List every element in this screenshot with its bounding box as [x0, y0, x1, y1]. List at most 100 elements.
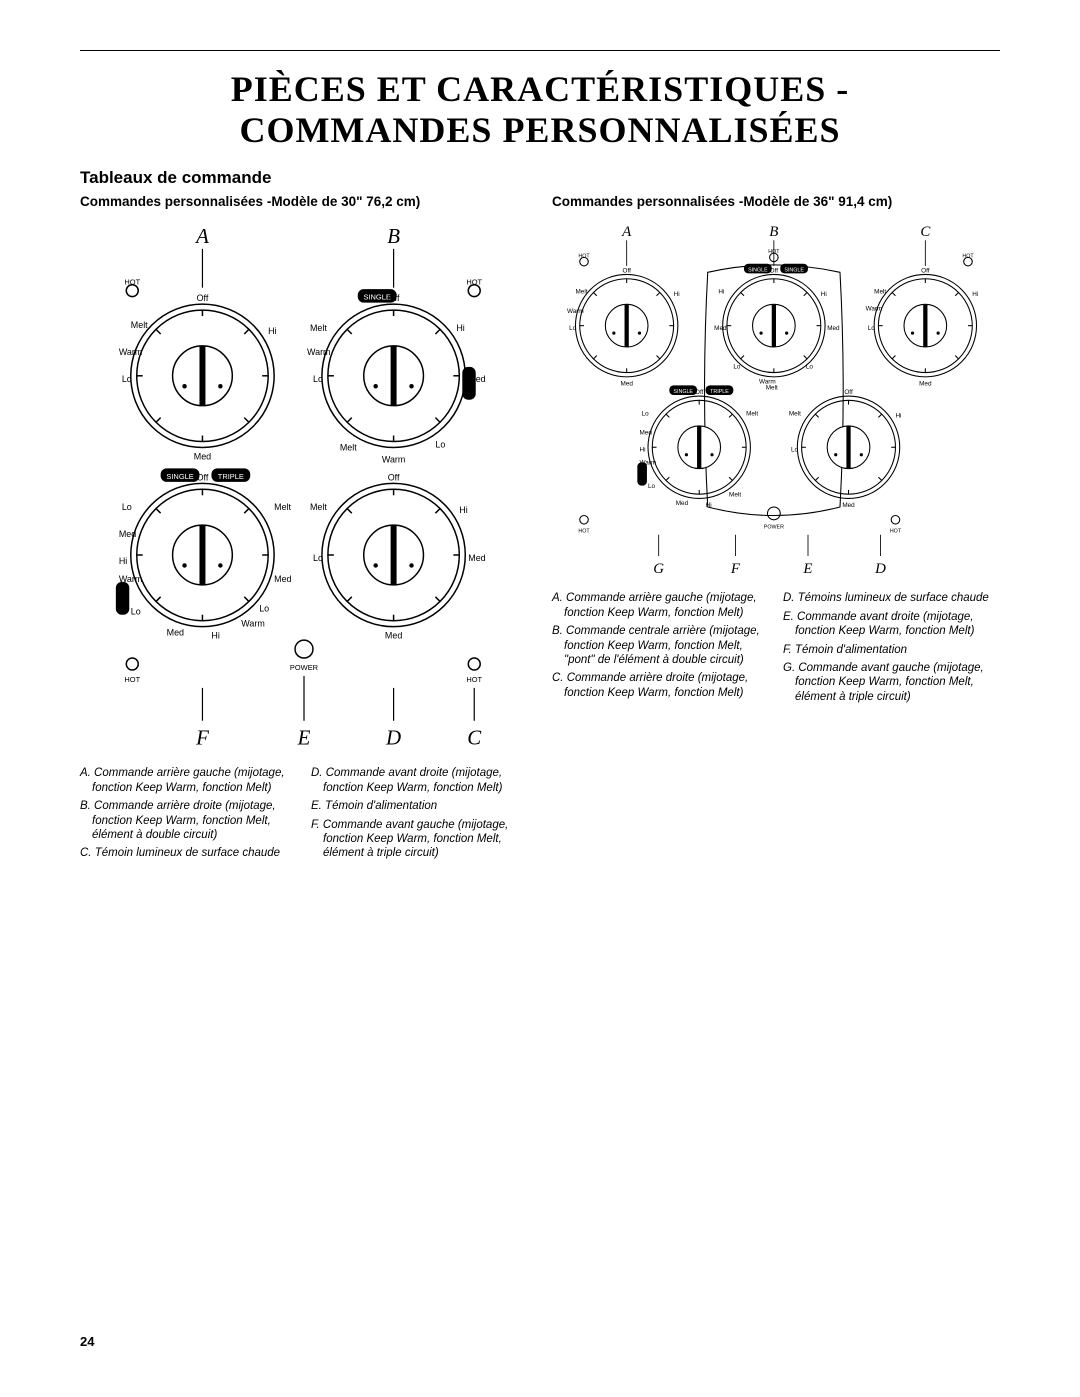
svg-text:Hi: Hi [459, 505, 467, 515]
svg-text:Lo: Lo [569, 325, 577, 332]
svg-text:Melt: Melt [789, 410, 801, 417]
label-E: E [297, 725, 311, 749]
legend-30-left: A. Commande arrière gauche (mijotage, fo… [80, 766, 297, 864]
svg-text:E: E [802, 561, 812, 577]
svg-text:Med: Med [167, 627, 184, 637]
svg-text:Melt: Melt [874, 288, 886, 295]
svg-text:A: A [621, 224, 632, 240]
svg-text:Med: Med [842, 502, 855, 509]
svg-text:Off: Off [197, 293, 209, 303]
svg-text:Melt: Melt [766, 384, 778, 391]
svg-text:SINGLE: SINGLE [784, 267, 804, 273]
label-D: D [385, 725, 401, 749]
svg-text:C: C [920, 224, 931, 240]
svg-text:Med: Med [468, 374, 485, 384]
svg-text:Warm: Warm [567, 308, 584, 315]
svg-text:Lo: Lo [313, 374, 323, 384]
svg-text:SINGLE: SINGLE [166, 472, 193, 481]
svg-text:SINGLE: SINGLE [748, 267, 768, 273]
svg-text:Hi: Hi [718, 288, 724, 295]
svg-text:Warm: Warm [119, 347, 143, 357]
svg-text:Melt: Melt [310, 502, 327, 512]
svg-text:Off: Off [770, 267, 779, 274]
svg-text:HOT: HOT [768, 249, 780, 255]
svg-text:Med: Med [385, 630, 402, 640]
legend-36-left: A. Commande arrière gauche (mijotage, fo… [552, 591, 769, 708]
svg-text:Hi: Hi [821, 291, 827, 298]
svg-text:Lo: Lo [648, 483, 656, 490]
svg-text:D: D [874, 561, 886, 577]
subtitle-30: Commandes personnalisées -Modèle de 30" … [80, 194, 528, 209]
svg-text:TRIPLE: TRIPLE [218, 472, 244, 481]
dial-panel-30: A B HOT HOT Off Hi Med Lo [80, 219, 528, 757]
svg-text:Med: Med [639, 429, 652, 436]
svg-text:Med: Med [676, 500, 689, 507]
svg-text:Lo: Lo [642, 410, 650, 417]
svg-text:Hi: Hi [706, 502, 712, 509]
svg-text:Warm: Warm [866, 306, 883, 313]
svg-text:Off: Off [921, 267, 930, 274]
svg-text:HOT: HOT [962, 253, 974, 259]
svg-text:Warm: Warm [639, 459, 656, 466]
col-30: Commandes personnalisées -Modèle de 30" … [80, 194, 528, 865]
svg-text:Hi: Hi [211, 630, 219, 640]
label-C: C [467, 725, 482, 749]
svg-text:Lo: Lo [435, 439, 445, 449]
svg-text:B: B [769, 224, 778, 240]
svg-text:Med: Med [274, 574, 291, 584]
svg-text:Off: Off [388, 472, 400, 482]
svg-text:Off: Off [388, 293, 400, 303]
svg-text:G: G [653, 561, 664, 577]
svg-text:Melt: Melt [310, 323, 327, 333]
svg-text:Warm: Warm [382, 454, 406, 464]
page-number: 24 [80, 1334, 94, 1349]
svg-text:Hi: Hi [895, 412, 901, 419]
title-line2: COMMANDES PERSONNALISÉES [80, 110, 1000, 151]
svg-text:Off: Off [197, 472, 209, 482]
svg-text:SINGLE: SINGLE [673, 389, 693, 395]
svg-text:POWER: POWER [764, 524, 784, 530]
legend-36-right: D. Témoins lumineux de surface chaude E.… [783, 591, 1000, 708]
diagram-30: A B HOT HOT Off Hi Med Lo [80, 219, 528, 757]
svg-text:Melt: Melt [274, 502, 291, 512]
svg-text:Warm: Warm [241, 618, 264, 628]
svg-text:HOT: HOT [124, 675, 140, 684]
legend-30-right: D. Commande avant droite (mijotage, fonc… [311, 766, 528, 864]
svg-text:Lo: Lo [131, 607, 141, 617]
svg-text:Med: Med [468, 553, 485, 563]
svg-text:HOT: HOT [466, 675, 482, 684]
main-title: PIÈCES ET CARACTÉRISTIQUES - COMMANDES P… [80, 69, 1000, 152]
svg-text:Lo: Lo [259, 604, 269, 614]
svg-text:Off: Off [695, 389, 704, 396]
svg-text:Lo: Lo [313, 553, 323, 563]
subtitle-36: Commandes personnalisées -Modèle de 36" … [552, 194, 1000, 209]
legend-36: A. Commande arrière gauche (mijotage, fo… [552, 591, 1000, 708]
diagram-36: A B C HOT HOT HOT [552, 219, 1000, 582]
svg-text:Med: Med [714, 325, 727, 332]
svg-text:Melt: Melt [131, 320, 148, 330]
top-rule [80, 50, 1000, 51]
svg-text:HOT: HOT [578, 253, 590, 259]
svg-text:F: F [730, 561, 741, 577]
svg-text:Off: Off [622, 267, 631, 274]
page: PIÈCES ET CARACTÉRISTIQUES - COMMANDES P… [0, 0, 1080, 905]
dial-panel-36: A B C HOT HOT HOT [552, 219, 1000, 582]
svg-text:HOT: HOT [578, 528, 590, 534]
svg-text:Warm: Warm [119, 574, 143, 584]
svg-text:HOT: HOT [890, 528, 902, 534]
svg-text:Melt: Melt [340, 442, 357, 452]
svg-text:Lo: Lo [868, 325, 876, 332]
svg-text:Lo: Lo [733, 363, 741, 370]
svg-text:Med: Med [119, 529, 136, 539]
svg-text:Med: Med [620, 380, 633, 387]
svg-text:Med: Med [919, 380, 932, 387]
svg-text:Med: Med [194, 451, 211, 461]
svg-text:Off: Off [844, 389, 853, 396]
svg-text:Lo: Lo [122, 502, 132, 512]
label-A: A [194, 224, 209, 248]
svg-text:POWER: POWER [290, 663, 319, 672]
svg-text:Lo: Lo [806, 363, 814, 370]
legend-30: A. Commande arrière gauche (mijotage, fo… [80, 766, 528, 864]
svg-text:Lo: Lo [791, 446, 799, 453]
svg-text:Hi: Hi [639, 446, 645, 453]
